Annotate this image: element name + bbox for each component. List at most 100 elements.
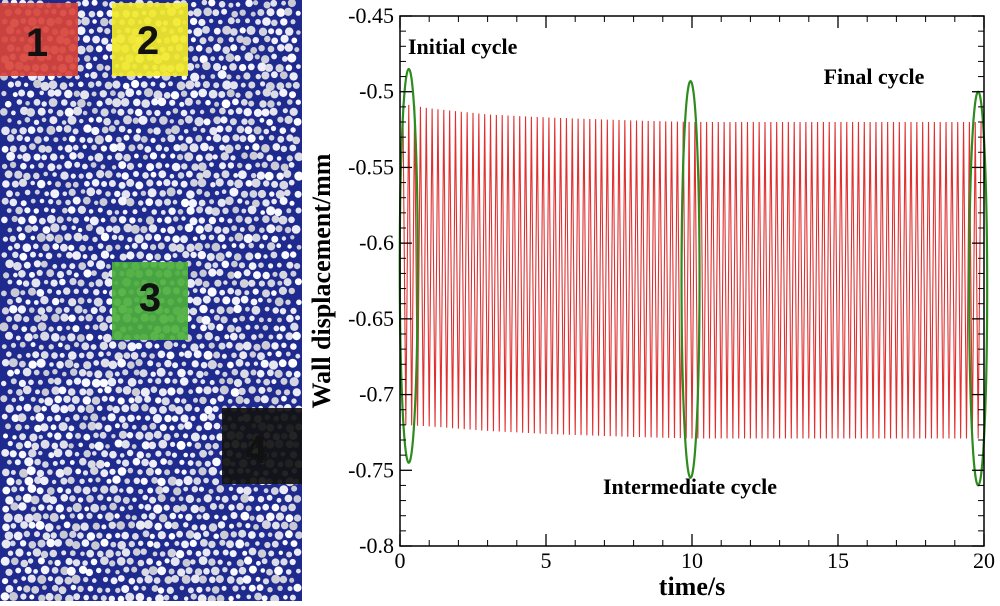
particle-grain [55,199,62,206]
particle-grain [99,322,108,332]
particle-grain [199,37,207,45]
particle-grain [62,191,68,197]
particle-grain [228,2,234,8]
particle-grain [269,191,275,197]
particle-grain [130,224,140,234]
particle-grain [94,135,104,145]
particle-grain [106,351,112,357]
particle-grain [18,178,28,187]
particle-grain [276,243,282,249]
particle-grain [281,342,287,348]
particle-grain [136,89,142,96]
particle-grain [276,8,286,17]
particle-grain [287,53,297,63]
particle-grain [115,532,121,539]
particle-grain [208,234,215,241]
particle-grain [196,316,204,324]
particle-grain [274,531,284,540]
particle-grain [223,280,228,285]
particle-grain [187,587,194,594]
particle-grain [281,0,286,6]
particle-grain [60,313,69,322]
particle-grain [56,289,62,295]
particle-grain [40,260,48,268]
particle-grain [106,496,112,502]
particle-grain [77,99,86,108]
particle-grain [200,74,206,80]
particle-grain [200,524,207,531]
particle-grain [36,469,45,478]
particle-grain [231,225,238,232]
particle-grain [77,279,85,287]
particle-grain [86,187,96,197]
particle-grain [160,137,166,143]
particle-grain [249,351,256,358]
particle-grain [286,208,292,214]
particle-grain [159,190,166,197]
particle-grain [261,144,270,153]
particle-grain [208,488,214,494]
particle-grain [88,478,93,483]
particle-grain [294,47,300,53]
particle-grain [218,19,223,25]
particle-grain [121,548,131,557]
particle-grain [195,99,201,105]
particle-grain [69,495,76,502]
particle-grain [290,251,297,258]
particle-grain [238,529,247,538]
particle-grain [96,567,102,574]
particle-grain [99,378,109,388]
particle-grain [82,486,91,495]
particle-grain [256,171,266,180]
particle-grain [117,575,125,582]
particle-grain [40,296,49,305]
particle-grain [202,548,211,557]
particle-grain [159,551,166,557]
particle-grain [125,592,135,602]
particle-grain [259,227,265,233]
particle-grain [91,270,97,276]
particle-grain [226,341,233,349]
particle-grain [272,307,279,314]
particle-grain [287,99,293,105]
particle-grain [109,396,115,402]
particle-grain [68,244,75,251]
particle-grain [55,504,64,513]
particle-grain [155,144,163,152]
particle-grain [12,251,19,258]
particle-grain [235,74,241,80]
particle-grain [196,206,204,214]
particle-grain [77,10,86,18]
particle-grain [83,269,92,278]
particle-grain [181,343,187,349]
particle-grain [271,574,281,584]
particle-grain [118,415,126,423]
particle-grain [177,423,185,430]
particle-grain [38,344,44,350]
particle-grain [221,99,231,109]
particle-grain [64,89,73,99]
particle-grain [186,243,195,252]
particle-grain [192,55,199,62]
particle-grain [82,560,88,566]
particle-grain [192,296,202,306]
particle-grain [17,586,22,592]
particle-grain [75,468,82,475]
particle-grain [189,539,197,548]
particle-grain [187,369,194,376]
particle-grain [208,558,216,566]
particle-grain [141,207,147,212]
particle-grain [167,226,176,234]
particle-grain [288,179,295,186]
particle-grain [56,125,63,132]
particle-grain [0,322,9,332]
particle-grain [72,325,80,333]
particle-grain [178,351,185,357]
particle-grain [222,46,230,54]
particle-grain [53,137,59,143]
particle-grain [157,97,167,107]
particle-grain [212,442,219,450]
particle-grain [219,539,226,546]
particle-grain [258,27,268,36]
particle-grain [193,350,202,359]
